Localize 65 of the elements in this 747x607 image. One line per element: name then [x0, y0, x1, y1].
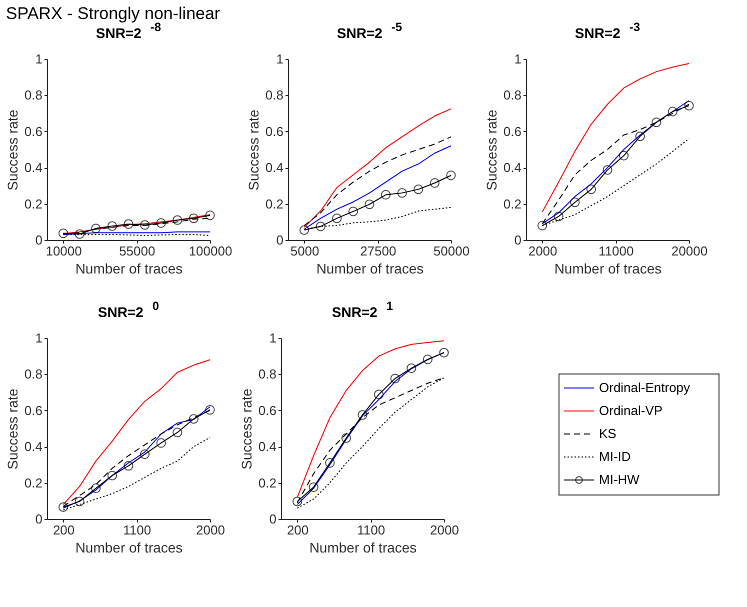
y-tick-label: 0.4: [265, 160, 284, 176]
y-tick-label: 0.6: [24, 402, 42, 418]
y-tick-label: 0: [269, 512, 276, 526]
legend-label: Ordinal-Entropy: [599, 380, 691, 395]
y-tick-label: 0.2: [24, 475, 42, 490]
x-tick-label: 1100: [123, 522, 152, 538]
y-tick-label: 1: [514, 52, 522, 66]
x-tick-label: 2000: [196, 522, 225, 538]
x-axis-title: Number of traces: [309, 540, 417, 556]
y-tick-label: 1: [276, 52, 284, 66]
y-axis-title: Success rate: [245, 109, 262, 190]
y-tick-label: 0.6: [503, 124, 522, 139]
x-tick-label: 200: [52, 522, 75, 538]
x-tick-label: 20000: [671, 244, 708, 258]
y-tick-label: 0.8: [24, 88, 42, 103]
y-tick-label: 0.4: [503, 160, 522, 176]
y-tick-label: 0.4: [24, 439, 42, 454]
x-tick-label: 1100: [357, 522, 386, 538]
y-tick-label: 0.8: [24, 366, 42, 382]
chart-title: SNR=2$^{0}$: [98, 299, 160, 320]
y-tick-label: 0: [276, 232, 284, 248]
x-tick-label: 50000: [433, 244, 470, 258]
y-tick-label: 0: [35, 232, 42, 248]
y-tick-label: 0: [35, 512, 42, 526]
y-tick-label: 0.2: [503, 196, 522, 212]
x-tick-label: 11000: [598, 244, 634, 258]
x-axis-title: Number of traces: [554, 260, 662, 276]
y-tick-label: 0.8: [265, 88, 284, 103]
x-tick-label: 100000: [188, 244, 232, 258]
y-axis-title: Success rate: [4, 109, 20, 190]
y-axis-title: Success rate: [4, 388, 20, 470]
y-tick-label: 1: [269, 330, 276, 346]
y-tick-label: 0.2: [265, 196, 284, 212]
y-tick-label: 0.4: [258, 439, 276, 454]
y-tick-label: 0.8: [503, 88, 522, 103]
y-tick-label: 0.6: [258, 402, 276, 418]
y-tick-label: 0.6: [24, 124, 42, 139]
y-tick-label: 0.2: [24, 196, 42, 212]
x-tick-label: 5000: [290, 244, 320, 258]
x-tick-label: 55000: [119, 244, 156, 258]
y-tick-label: 0.8: [258, 366, 276, 382]
x-tick-label: 200: [286, 522, 309, 538]
x-axis-title: Number of traces: [75, 540, 183, 556]
legend-label: KS: [599, 426, 617, 441]
y-tick-label: 0.2: [258, 475, 276, 490]
text: SPARX - Strongly non-linear: [6, 4, 220, 23]
chart-title: SNR=2$^{-3}$: [574, 20, 640, 41]
x-tick-label: 2000: [430, 522, 459, 538]
x-tick-label: 2000: [528, 244, 558, 258]
y-tick-label: 0: [514, 232, 522, 248]
legend-label: MI-HW: [599, 472, 640, 487]
y-axis-title: Success rate: [238, 388, 254, 470]
y-tick-label: 0.6: [265, 124, 284, 139]
x-axis-title: Number of traces: [75, 260, 183, 276]
legend-label: Ordinal-VP: [599, 403, 663, 418]
chart-title: SNR=2$^{-5}$: [336, 20, 402, 41]
x-axis-title: Number of traces: [316, 260, 424, 276]
legend-label: MI-ID: [599, 449, 631, 464]
y-tick-label: 0.4: [24, 160, 42, 176]
y-axis-title: Success rate: [483, 109, 500, 190]
y-tick-label: 1: [35, 330, 42, 346]
chart-title: SNR=2$^{1}$: [332, 299, 394, 320]
x-tick-label: 27500: [360, 244, 396, 258]
x-tick-label: 10000: [46, 244, 82, 258]
y-tick-label: 1: [35, 52, 42, 66]
